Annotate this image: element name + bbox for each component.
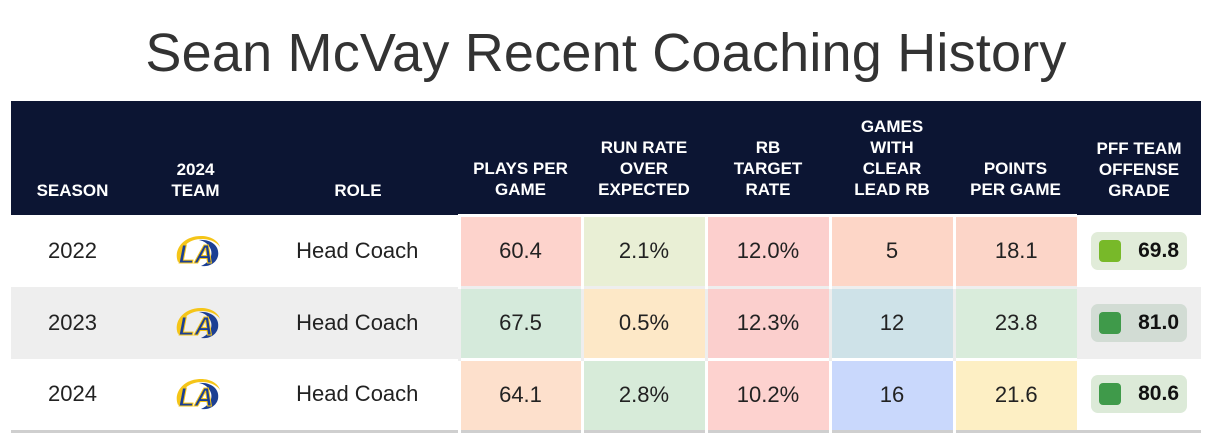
svg-text:LA: LA [178, 311, 213, 341]
header-role: ROLE [257, 101, 459, 215]
pff-grade-value: 81.0 [1138, 311, 1179, 334]
svg-text:LA: LA [178, 382, 213, 412]
header-points-per-game: POINTS PER GAME [954, 101, 1077, 215]
header-run-rate-over-expected: RUN RATE OVER EXPECTED [582, 101, 706, 215]
header-team: 2024 TEAM [134, 101, 257, 215]
coaching-history-table: SEASON 2024 TEAM ROLE PLAYS PER GAME RUN R… [11, 101, 1201, 433]
svg-text:LA: LA [178, 239, 213, 269]
header-rb-target-rate: RB TARGET RATE [706, 101, 830, 215]
header-pff-offense-grade: PFF TEAM OFFENSE GRADE [1077, 101, 1201, 215]
plays-per-game-cell: 60.4 [457, 213, 582, 287]
points-per-game-cell: 21.6 [952, 357, 1077, 431]
plays-per-game-cell: 67.5 [457, 285, 582, 359]
rb-target-rate-cell: 12.3% [704, 285, 830, 359]
season-cell: 2023 [48, 310, 97, 335]
header-row: SEASON 2024 TEAM ROLE PLAYS PER GAME RUN R… [11, 101, 1201, 215]
season-cell: 2022 [48, 238, 97, 263]
team-cell: LA [134, 359, 257, 431]
rb-target-rate-cell: 10.2% [704, 357, 830, 431]
pff-grade-cell: 69.8 [1077, 215, 1201, 287]
role-cell: Head Coach [296, 310, 419, 335]
pff-grade-value: 80.6 [1138, 382, 1179, 406]
games-clear-lead-rb-cell: 5 [828, 213, 954, 287]
pff-grade-badge: 81.0 [1091, 304, 1187, 342]
rb-target-rate-cell: 12.0% [704, 213, 830, 287]
team-cell: LA [134, 287, 257, 359]
grade-color-square [1099, 240, 1121, 262]
la-rams-logo-icon: LA [176, 379, 220, 413]
role-cell: Head Coach [296, 238, 419, 263]
pff-grade-cell: 81.0 [1077, 287, 1201, 359]
la-rams-logo-icon: LA [176, 308, 220, 342]
team-cell: LA [134, 215, 257, 287]
table-row: 2022 LA Head Coach 60.4 2.1% 12.0% 5 18.… [11, 213, 1201, 287]
grade-color-square [1099, 383, 1121, 406]
role-cell: Head Coach [296, 381, 419, 407]
grade-color-square [1099, 312, 1121, 334]
pff-grade-badge: 69.8 [1091, 232, 1187, 270]
table-row: 2024 LA Head Coach 64.1 2.8% 10.2% 16 21… [11, 357, 1201, 431]
pff-grade-cell: 80.6 [1077, 359, 1201, 431]
pff-grade-badge: 80.6 [1091, 375, 1187, 414]
header-plays-per-game: PLAYS PER GAME [459, 101, 582, 215]
season-cell: 2024 [48, 381, 97, 407]
table-row: 2023 LA Head Coach 67.5 0.5% 12.3% 12 23… [11, 285, 1201, 359]
games-clear-lead-rb-cell: 16 [828, 357, 954, 431]
points-per-game-cell: 18.1 [952, 213, 1077, 287]
header-season: SEASON [11, 101, 134, 215]
plays-per-game-cell: 64.1 [457, 357, 582, 431]
run-rate-over-expected-cell: 2.1% [580, 213, 706, 287]
run-rate-over-expected-cell: 0.5% [580, 285, 706, 359]
run-rate-over-expected-cell: 2.8% [580, 357, 706, 431]
points-per-game-cell: 23.8 [952, 285, 1077, 359]
games-clear-lead-rb-cell: 12 [828, 285, 954, 359]
pff-grade-value: 69.8 [1138, 239, 1179, 262]
la-rams-logo-icon: LA [176, 236, 220, 270]
page-title: Sean McVay Recent Coaching History [145, 23, 1067, 83]
header-games-clear-lead-rb: GAMES WITH CLEAR LEAD RB [830, 101, 954, 215]
